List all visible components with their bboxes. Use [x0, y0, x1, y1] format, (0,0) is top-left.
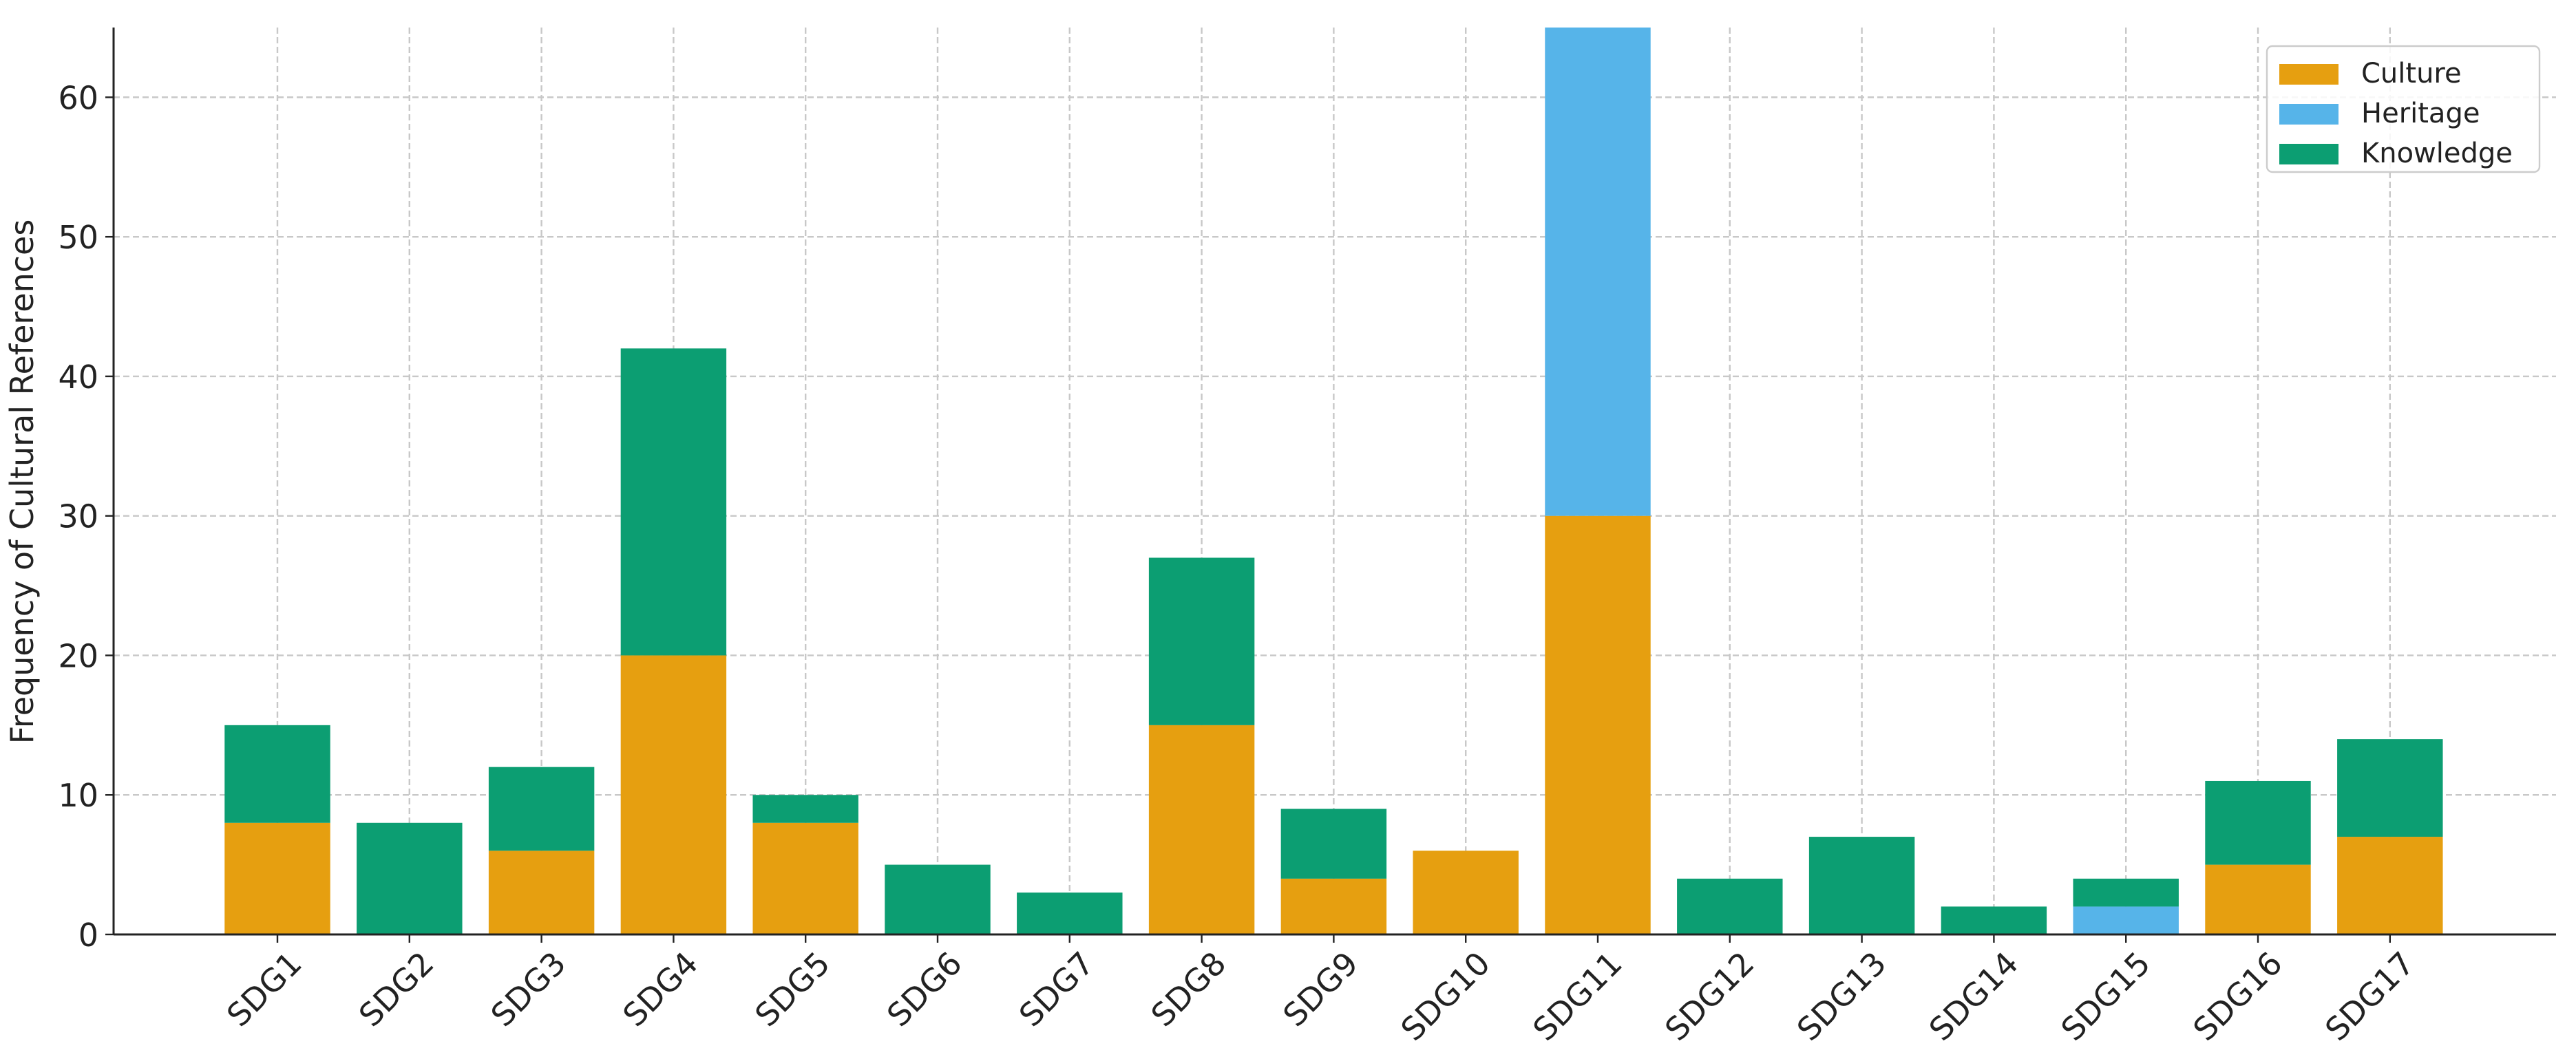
x-tick-label: SDG11	[1525, 945, 1629, 1048]
y-tick-label: 10	[58, 777, 98, 814]
bar-segment	[1280, 809, 1387, 879]
bar-segment	[2073, 878, 2179, 907]
bar-segment	[2337, 739, 2443, 837]
legend-label: Knowledge	[2361, 138, 2513, 169]
bar-segment	[357, 822, 463, 934]
x-tick-label: SDG8	[1144, 945, 1234, 1034]
bar-segment	[2205, 864, 2311, 934]
x-tick-label: SDG12	[1658, 945, 1761, 1048]
bar-segment	[1941, 906, 2047, 934]
x-tick-label: SDG1	[220, 945, 309, 1034]
x-tick-label: SDG13	[1790, 945, 1893, 1048]
bar-segment	[620, 348, 727, 656]
x-tick-label: SDG9	[1276, 945, 1365, 1034]
x-tick-label: SDG2	[352, 945, 441, 1034]
legend-label: Culture	[2361, 58, 2462, 89]
bar-segment	[752, 795, 858, 823]
bar-segment	[1545, 515, 1651, 934]
bar-segment	[2205, 780, 2311, 865]
y-tick-label: 40	[58, 359, 98, 396]
y-axis-label: Frequency of Cultural References	[3, 220, 41, 745]
y-tick-label: 60	[58, 79, 98, 116]
legend-label: Heritage	[2361, 98, 2480, 129]
x-tick-label: SDG16	[2186, 945, 2289, 1048]
x-tick-label: SDG4	[615, 945, 705, 1034]
x-tick-label: SDG3	[484, 945, 573, 1034]
x-tick-label: SDG15	[2054, 945, 2157, 1048]
bar-segment	[752, 822, 858, 934]
bar-segment	[2073, 906, 2179, 934]
y-tick-label: 50	[58, 219, 98, 256]
bar-segment	[488, 767, 595, 851]
bar-segment	[1808, 837, 1915, 934]
bar-segment	[885, 864, 991, 934]
legend-swatch	[2279, 144, 2339, 164]
x-tick-label: SDG14	[1922, 945, 2025, 1048]
x-tick-label: SDG10	[1393, 945, 1497, 1048]
bar-segment	[1148, 557, 1255, 725]
y-tick-label: 30	[58, 498, 98, 535]
x-tick-label: SDG7	[1012, 945, 1101, 1034]
x-tick-label: SDG17	[2318, 945, 2421, 1048]
bar-segment	[620, 655, 727, 934]
x-tick-label: SDG6	[880, 945, 969, 1034]
legend-swatch	[2279, 104, 2339, 125]
bar-segment	[1017, 892, 1123, 934]
bar-segment	[1413, 851, 1519, 934]
bar-segment	[1677, 878, 1783, 934]
x-tick-label: SDG5	[748, 945, 837, 1034]
bars	[224, 28, 2443, 934]
bar-segment	[2337, 837, 2443, 934]
bar-segment	[1280, 878, 1387, 934]
bar-segment	[1545, 28, 1651, 516]
bar-segment	[224, 822, 330, 934]
y-tick-label: 0	[78, 917, 98, 954]
bar-segment	[224, 725, 330, 823]
legend-swatch	[2279, 64, 2339, 85]
y-tick-label: 20	[58, 637, 98, 674]
bar-segment	[488, 851, 595, 934]
bar-segment	[1148, 725, 1255, 934]
